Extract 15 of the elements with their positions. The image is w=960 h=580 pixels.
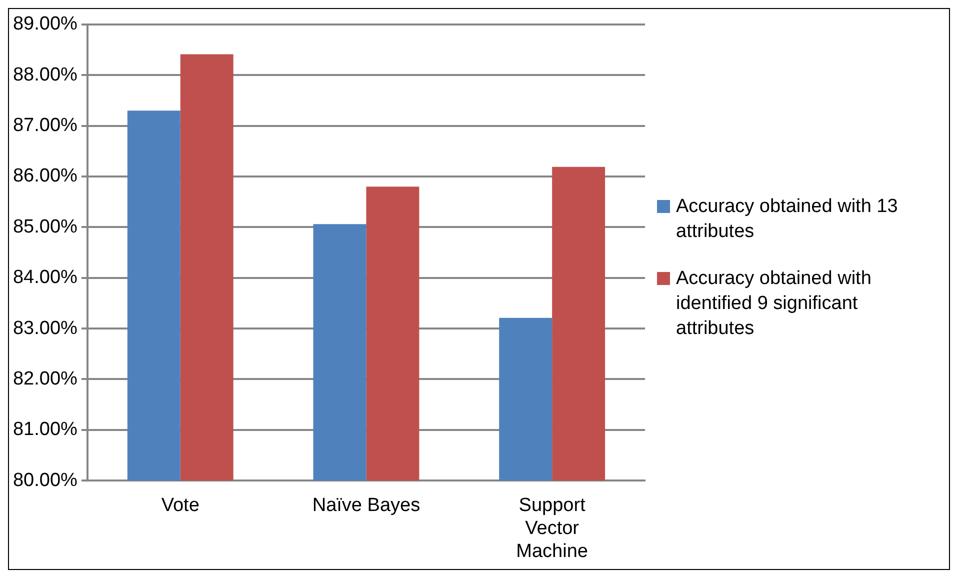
- x-tick-label: Naïve Bayes: [312, 495, 420, 516]
- y-tick-label: 86.00%: [12, 166, 78, 187]
- y-tick-label: 80.00%: [12, 470, 78, 491]
- y-tick-label: 87.00%: [12, 115, 78, 136]
- y-tick-label: 83.00%: [12, 318, 78, 339]
- y-tick-label: 88.00%: [12, 64, 78, 86]
- x-tick-label: Support Vector Machine: [516, 495, 588, 562]
- legend-label: Accuracy obtained with 13 attributes: [676, 195, 899, 244]
- y-tick-label: 84.00%: [12, 267, 78, 288]
- x-tick-label: Vote: [161, 495, 200, 516]
- y-tick-label: 89.00%: [12, 14, 78, 35]
- y-tick-label: 85.00%: [12, 216, 78, 238]
- y-tick-label: 82.00%: [12, 368, 78, 390]
- legend-label: Accuracy obtained with identified 9 significant attributes: [676, 267, 872, 341]
- y-tick-label: 81.00%: [12, 419, 78, 440]
